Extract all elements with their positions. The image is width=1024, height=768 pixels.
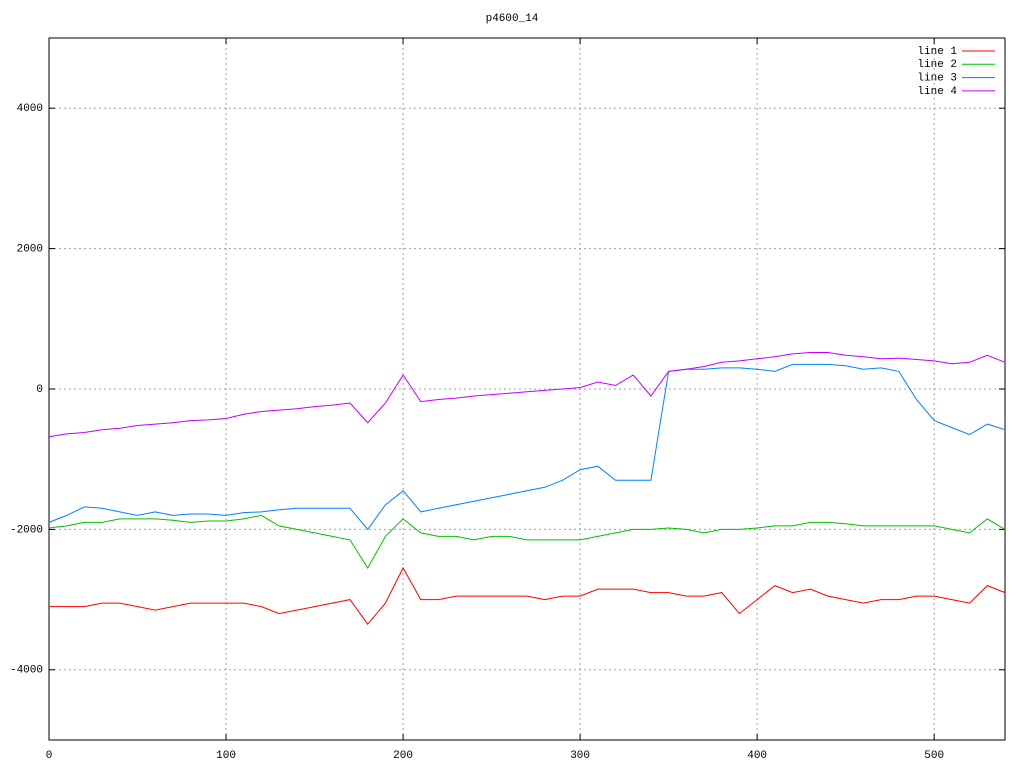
y-tick-label: 0 [36,384,43,396]
y-tick-label: 4000 [17,103,43,115]
data-line [48,352,1006,438]
y-tick-label: -4000 [10,665,43,677]
x-tick-label: 200 [393,750,413,762]
plot-border [48,37,1006,741]
legend-label: line 3 [917,73,957,85]
x-tick-label: 500 [924,750,944,762]
legend-label: line 2 [917,59,957,71]
y-tick-label: -2000 [10,524,43,536]
x-tick-label: 100 [216,750,236,762]
x-tick-label: 300 [570,750,590,762]
data-line [48,363,1006,531]
x-tick-label: 400 [747,750,767,762]
x-tick-label: 0 [46,750,53,762]
legend-label: line 4 [917,86,957,98]
chart-title: p4600_14 [486,13,539,25]
legend-label: line 1 [917,46,957,58]
y-tick-label: 2000 [17,244,43,256]
data-line [48,514,1006,569]
data-line [49,566,1006,626]
